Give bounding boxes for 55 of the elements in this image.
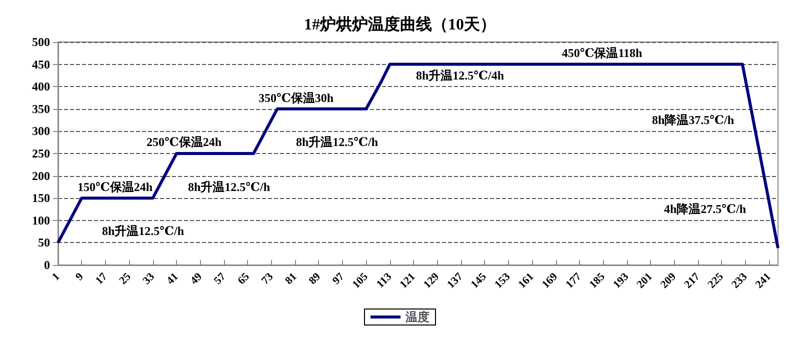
x-tick-label: 161 xyxy=(516,270,536,291)
x-tick-label: 33 xyxy=(140,270,158,288)
annotation: 8h升温12.5℃/4h xyxy=(416,68,504,82)
x-tick-label: 185 xyxy=(587,270,608,291)
x-tick-label: 9 xyxy=(74,270,86,284)
x-tick-label: 121 xyxy=(398,270,418,291)
chart-title: 1#炉烘炉温度曲线（10天） xyxy=(304,14,496,34)
x-tick-label: 129 xyxy=(421,270,442,291)
x-tick-label: 153 xyxy=(492,270,513,291)
y-tick-label: 150 xyxy=(32,191,50,206)
x-tick-label: 209 xyxy=(658,270,679,291)
y-tick-label: 300 xyxy=(32,124,50,138)
annotation: 8h升温12.5℃/h xyxy=(188,180,270,194)
x-tick-label: 1 xyxy=(50,270,62,284)
x-tick-label: 57 xyxy=(212,270,229,288)
x-tick-label: 89 xyxy=(306,270,324,288)
y-tick-label: 450 xyxy=(32,57,50,72)
x-tick-label: 17 xyxy=(93,270,110,288)
annotation: 8h降温37.5℃/h xyxy=(652,113,734,127)
x-tick-label: 145 xyxy=(468,270,490,291)
y-tick-label: 0 xyxy=(44,258,50,272)
annotation: 450℃保温118h xyxy=(562,46,643,60)
x-tick-label: 113 xyxy=(374,270,394,290)
x-tick-label: 49 xyxy=(188,270,205,288)
x-tick-label: 73 xyxy=(259,270,276,288)
annotation: 150℃保温24h xyxy=(77,180,153,194)
y-tick-label: 50 xyxy=(38,236,50,250)
y-tick-label: 200 xyxy=(32,168,50,183)
x-tick-label: 137 xyxy=(445,270,466,291)
x-tick-label: 25 xyxy=(117,270,134,288)
x-tick-label: 169 xyxy=(540,270,560,291)
annotation: 350℃保温30h xyxy=(258,91,334,105)
annotation: 4h降温27.5℃/h xyxy=(664,202,746,216)
x-tick-label: 233 xyxy=(730,270,750,291)
x-tick-label: 241 xyxy=(753,270,774,291)
x-tick-label: 177 xyxy=(564,270,584,291)
x-tick-label: 97 xyxy=(330,270,348,288)
y-tick-label: 250 xyxy=(32,146,50,160)
y-tick-label: 350 xyxy=(32,102,50,116)
annotation: 250℃保温24h xyxy=(146,135,222,149)
x-tick-label: 193 xyxy=(610,270,632,291)
x-tick-label: 217 xyxy=(682,270,703,291)
annotation: 8h升温12.5℃/h xyxy=(296,135,378,149)
x-tick-label: 65 xyxy=(236,270,252,288)
x-tick-label: 225 xyxy=(706,270,726,291)
y-tick-label: 500 xyxy=(32,35,50,49)
legend-label: 温度 xyxy=(404,310,430,324)
y-tick-label: 100 xyxy=(32,213,50,228)
x-tick-label: 201 xyxy=(634,270,655,291)
annotation: 8h升温12.5℃/h xyxy=(102,224,184,238)
x-tick-label: 105 xyxy=(350,270,371,291)
y-tick-label: 400 xyxy=(32,80,50,94)
line-series xyxy=(56,62,780,250)
x-tick-label: 41 xyxy=(164,270,181,288)
x-tick-label: 81 xyxy=(283,270,300,288)
